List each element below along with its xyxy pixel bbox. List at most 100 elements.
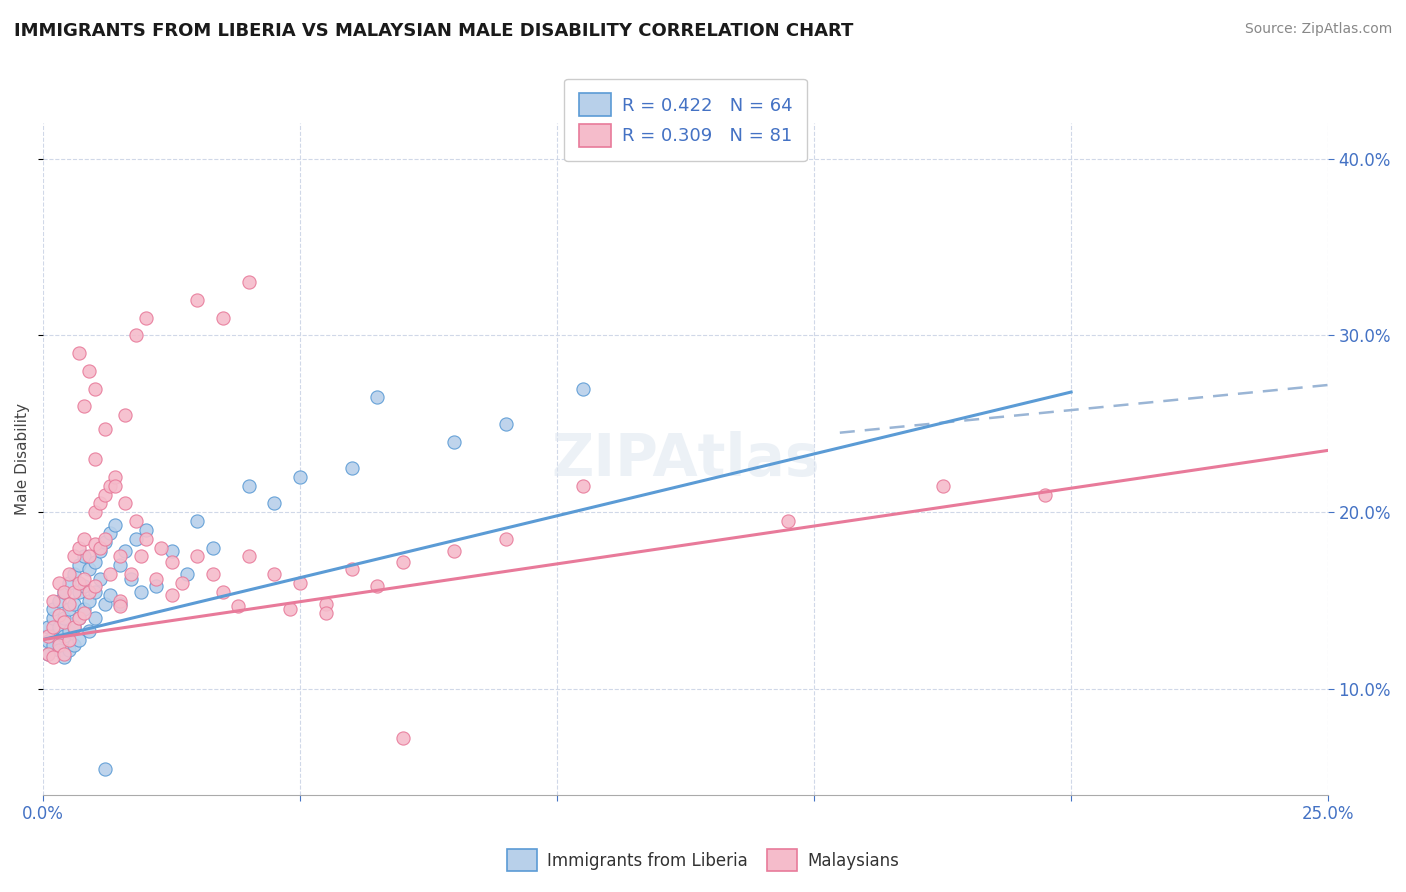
Point	[73, 532, 96, 546]
Point	[58, 643, 80, 657]
Point	[263, 496, 285, 510]
Point	[63, 567, 86, 582]
Point	[79, 364, 101, 378]
Point	[110, 558, 132, 573]
Point	[114, 408, 136, 422]
Point	[263, 567, 285, 582]
Point	[42, 602, 65, 616]
Point	[67, 632, 90, 647]
Point	[58, 576, 80, 591]
Point	[125, 532, 148, 546]
Point	[83, 555, 105, 569]
Point	[58, 602, 80, 616]
Point	[135, 310, 157, 325]
Point	[392, 555, 415, 569]
Point	[73, 573, 96, 587]
Point	[110, 599, 132, 613]
Point	[83, 452, 105, 467]
Point	[186, 549, 208, 564]
Point	[98, 588, 121, 602]
Point	[931, 479, 953, 493]
Point	[98, 526, 121, 541]
Text: IMMIGRANTS FROM LIBERIA VS MALAYSIAN MALE DISABILITY CORRELATION CHART: IMMIGRANTS FROM LIBERIA VS MALAYSIAN MAL…	[14, 22, 853, 40]
Point	[278, 602, 301, 616]
Point	[48, 638, 70, 652]
Point	[83, 505, 105, 519]
Point	[48, 576, 70, 591]
Point	[79, 549, 101, 564]
Point	[42, 611, 65, 625]
Point	[104, 479, 127, 493]
Point	[79, 584, 101, 599]
Point	[48, 607, 70, 622]
Point	[63, 584, 86, 599]
Point	[94, 532, 117, 546]
Point	[135, 523, 157, 537]
Point	[37, 647, 59, 661]
Point	[73, 399, 96, 413]
Point	[83, 579, 105, 593]
Text: ZIPAtlas: ZIPAtlas	[551, 431, 820, 488]
Point	[104, 470, 127, 484]
Point	[98, 567, 121, 582]
Point	[89, 544, 111, 558]
Point	[42, 629, 65, 643]
Point	[212, 310, 235, 325]
Point	[160, 588, 183, 602]
Point	[315, 606, 337, 620]
Point	[129, 584, 152, 599]
Point	[150, 541, 173, 555]
Point	[52, 629, 75, 643]
Point	[67, 584, 90, 599]
Point	[443, 544, 465, 558]
Point	[94, 535, 117, 549]
Point	[79, 624, 101, 638]
Point	[67, 346, 90, 360]
Point	[94, 487, 117, 501]
Point	[94, 597, 117, 611]
Point	[366, 390, 388, 404]
Point	[110, 593, 132, 607]
Point	[125, 514, 148, 528]
Point	[114, 496, 136, 510]
Point	[83, 611, 105, 625]
Point	[67, 611, 90, 625]
Point	[288, 470, 311, 484]
Point	[73, 549, 96, 564]
Point	[48, 620, 70, 634]
Point	[63, 638, 86, 652]
Point	[125, 328, 148, 343]
Point	[315, 597, 337, 611]
Point	[79, 562, 101, 576]
Legend: R = 0.422   N = 64, R = 0.309   N = 81: R = 0.422 N = 64, R = 0.309 N = 81	[564, 78, 807, 161]
Point	[52, 650, 75, 665]
Point	[73, 606, 96, 620]
Point	[37, 647, 59, 661]
Y-axis label: Male Disability: Male Disability	[15, 403, 30, 516]
Point	[778, 514, 800, 528]
Point	[145, 579, 167, 593]
Point	[89, 541, 111, 555]
Point	[67, 541, 90, 555]
Point	[212, 584, 235, 599]
Point	[42, 650, 65, 665]
Point	[160, 555, 183, 569]
Point	[160, 544, 183, 558]
Point	[114, 544, 136, 558]
Legend: Immigrants from Liberia, Malaysians: Immigrants from Liberia, Malaysians	[498, 841, 908, 880]
Point	[443, 434, 465, 449]
Point	[73, 579, 96, 593]
Point	[366, 579, 388, 593]
Point	[110, 549, 132, 564]
Point	[495, 532, 517, 546]
Point	[58, 624, 80, 638]
Point	[201, 567, 224, 582]
Point	[98, 479, 121, 493]
Point	[186, 293, 208, 307]
Point	[67, 611, 90, 625]
Point	[120, 573, 142, 587]
Point	[495, 417, 517, 431]
Point	[42, 638, 65, 652]
Point	[67, 576, 90, 591]
Text: Source: ZipAtlas.com: Source: ZipAtlas.com	[1244, 22, 1392, 37]
